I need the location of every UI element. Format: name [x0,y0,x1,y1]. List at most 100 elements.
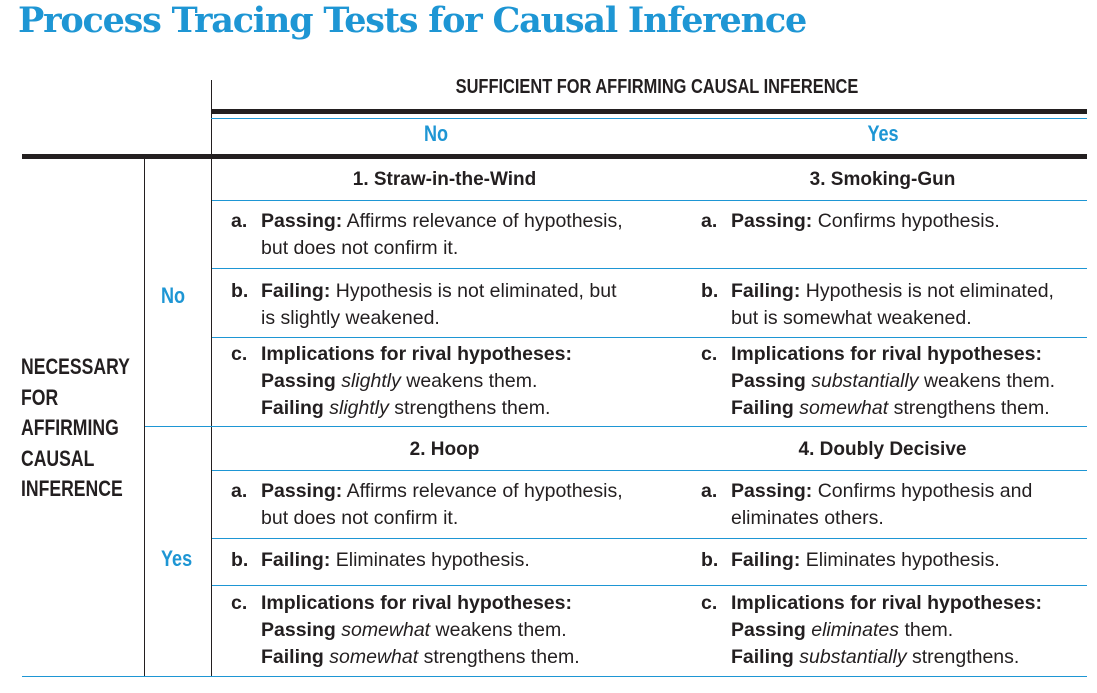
t1-fail-rest: strengthens them. [394,397,551,419]
t1-pass-rest: weakens them. [406,370,538,392]
t4-fail-rest: strengthens. [912,646,1020,668]
row-label-rule [144,159,145,677]
passing-word: Passing [261,619,336,641]
t2-pass-emphasis: somewhat [341,619,431,641]
t2-pass-rest: weakens them. [435,619,567,641]
t4-implications: c. Implications for rival hypotheses: Pas… [701,590,1042,671]
row-sep [212,470,1087,471]
necessary-line: FOR [21,384,59,410]
item-letter: b. [231,549,249,571]
item-letter: c. [231,592,248,614]
t3-failing-text-2: but is somewhat weakened. [731,307,972,329]
item-letter: c. [701,343,718,365]
t1-fail-emphasis: slightly [329,397,389,419]
t1-failing-text: Hypothesis is not eliminated, but [335,280,617,302]
t3-failing: b. Failing: Hypothesis is not eliminated,… [701,278,1054,332]
t2-passing: a. Passing: Affirms relevance of hypothes… [231,478,623,532]
t4-passing-text-2: eliminates others. [731,507,884,529]
item-letter: b. [701,280,719,302]
t3-fail-emphasis: somewhat [799,397,889,419]
necessary-line: CAUSAL [21,445,95,471]
t1-failing: b. Failing: Hypothesis is not eliminated,… [231,278,616,332]
body-thick-rule [22,154,1087,159]
t4-pass-emphasis: eliminates [811,619,900,641]
row-header-yes: Yes [161,546,193,571]
t3-pass-emphasis: substantially [811,370,919,392]
necessary-line: INFERENCE [21,476,123,501]
passing-label: Passing: [731,210,813,232]
t2-failing: b. Failing: Eliminates hypothesis. [231,547,530,574]
t3-failing-text: Hypothesis is not eliminated, [805,280,1054,302]
header-thick-rule [211,109,1087,114]
sufficient-header: SUFFICIENT FOR AFFIRMING CAUSAL INFERENC… [455,76,859,98]
row-sep [212,337,1087,338]
passing-word: Passing [261,370,336,392]
column-header-yes: Yes [867,121,899,146]
t3-pass-rest: weakens them. [923,370,1056,392]
t4-failing-text: Eliminates hypothesis. [805,549,1000,571]
test-name-doubly-decisive: 4. Doubly Decisive [798,439,967,460]
failing-word: Failing [261,397,324,419]
t3-fail-rest: strengthens them. [893,397,1050,419]
t4-passing: a. Passing: Confirms hypothesis and elimi… [701,478,1032,532]
passing-label: Passing: [261,480,343,502]
t2-failing-text: Eliminates hypothesis. [335,549,530,571]
passing-label: Passing: [731,480,813,502]
t2-passing-text: Affirms relevance of hypothesis, [346,480,623,502]
t2-implications: c. Implications for rival hypotheses: Pas… [231,590,580,671]
t1-passing-text-2: but does not confirm it. [261,237,459,259]
page-title: Process Tracing Tests for Causal Inferen… [18,0,807,41]
grid-left-rule [211,159,212,677]
test-name-straw-in-the-wind: 1. Straw-in-the-Wind [352,169,537,190]
item-letter: a. [701,480,718,502]
t4-pass-rest: them. [904,619,954,641]
failing-label: Failing: [731,549,801,571]
necessary-header: NECESSARY FOR AFFIRMING CAUSAL INFERENCE [21,352,130,505]
item-letter: c. [701,592,718,614]
t4-fail-emphasis: substantially [799,646,907,668]
t1-passing: a. Passing: Affirms relevance of hypothes… [231,208,623,262]
failing-label: Failing: [261,549,331,571]
failing-label: Failing: [261,280,331,302]
item-letter: b. [701,549,719,571]
t3-passing-text: Confirms hypothesis. [817,210,1000,232]
passing-word: Passing [731,619,806,641]
column-header-no: No [423,121,449,146]
row-sep [212,268,1087,269]
header-thin-rule [211,118,1087,119]
t4-passing-text: Confirms hypothesis and [817,480,1033,502]
item-letter: a. [231,210,248,232]
row-sep [212,538,1087,539]
item-letter: a. [701,210,718,232]
failing-word: Failing [261,646,324,668]
t1-pass-emphasis: slightly [341,370,401,392]
t1-passing-text: Affirms relevance of hypothesis, [346,210,623,232]
failing-label: Failing: [731,280,801,302]
t3-passing: a. Passing: Confirms hypothesis. [701,208,1000,235]
t3-implications: c. Implications for rival hypotheses: Pas… [701,341,1055,422]
row-sep [212,200,1087,201]
test-name-smoking-gun: 3. Smoking-Gun [809,169,956,190]
failing-word: Failing [731,646,794,668]
implications-label: Implications for rival hypotheses: [731,343,1042,365]
failing-word: Failing [731,397,794,419]
passing-word: Passing [731,370,806,392]
t1-implications: c. Implications for rival hypotheses: Pas… [231,341,572,422]
row-sep [145,426,1087,427]
necessary-line: NECESSARY [21,354,130,379]
implications-label: Implications for rival hypotheses: [731,592,1042,614]
t2-fail-emphasis: somewhat [329,646,419,668]
implications-label: Implications for rival hypotheses: [261,343,572,365]
passing-label: Passing: [261,210,343,232]
row-header-no: No [161,283,186,308]
t2-passing-text-2: but does not confirm it. [261,507,459,529]
item-letter: b. [231,280,249,302]
bottom-rule [22,676,1087,677]
t4-failing: b. Failing: Eliminates hypothesis. [701,547,1000,574]
row-sep [212,585,1087,586]
necessary-line: AFFIRMING [21,415,119,440]
item-letter: a. [231,480,248,502]
t2-fail-rest: strengthens them. [423,646,580,668]
implications-label: Implications for rival hypotheses: [261,592,572,614]
t1-failing-text-2: is slightly weakened. [261,307,440,329]
